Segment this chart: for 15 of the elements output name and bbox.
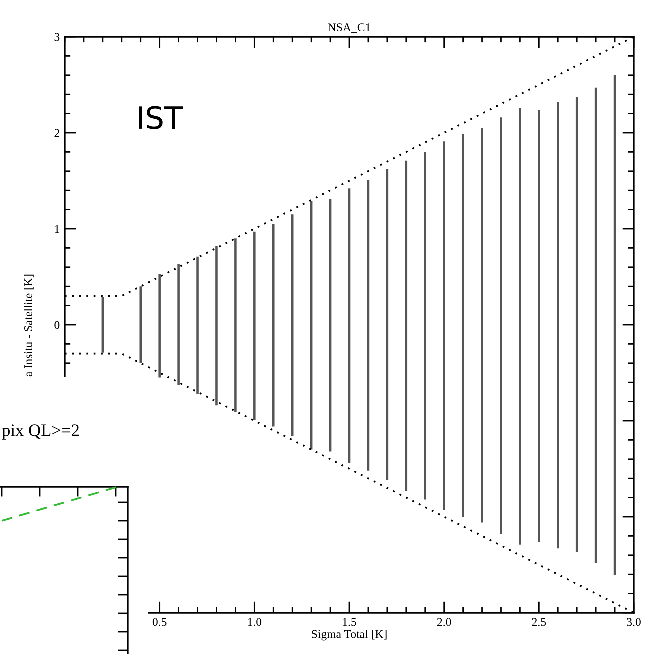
y-tick-label: 1	[55, 225, 60, 234]
x-tick-label: 0.5	[152, 618, 167, 626]
y-tick-label: 0	[54, 321, 60, 330]
x-tick-label: 2.0	[437, 618, 452, 626]
x-tick-label: 1.5	[343, 618, 356, 626]
x-tick-label: 3.0	[627, 618, 641, 626]
y-axis-title: a Insitu - Satellite [K]	[24, 274, 34, 377]
y-tick-label: 3	[54, 33, 60, 42]
chart-title: pix QL>=2	[2, 424, 79, 440]
annotation: IST	[139, 106, 184, 130]
x-tick-label: 1.0	[248, 618, 262, 626]
y-tick-label: 2	[54, 129, 60, 138]
x-tick-label: 2.5	[532, 618, 546, 626]
x-axis-title: Sigma Total [K]	[312, 630, 387, 641]
chart-title: NSA_C1	[328, 24, 370, 33]
